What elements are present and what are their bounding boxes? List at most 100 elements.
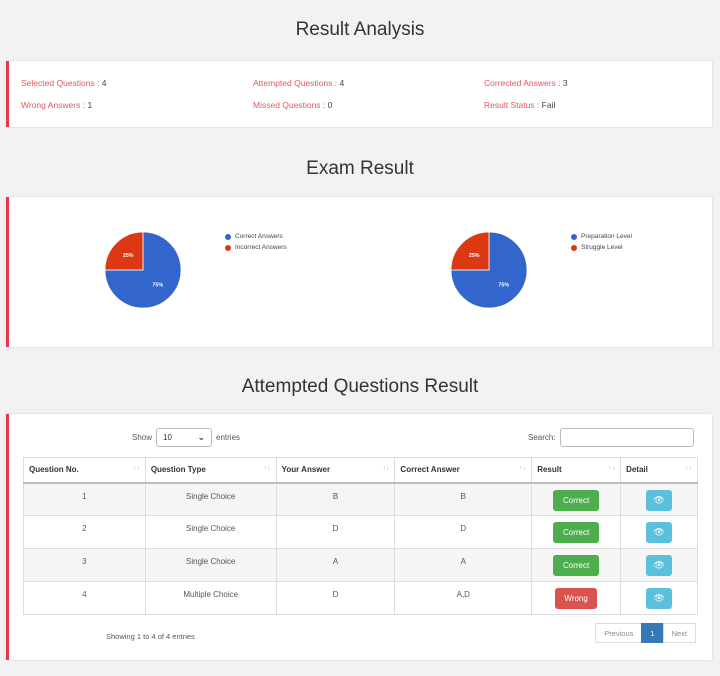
pagination: Previous 1 Next: [595, 623, 696, 643]
attempted-questions-card: Show 10 ⌄ entries Search: Question No. ↑↓…: [6, 414, 712, 660]
result-analysis-card: Selected Questions : 4 Attempted Questio…: [6, 61, 712, 127]
cell-result: Correct: [531, 515, 622, 549]
view-detail-button[interactable]: 👁: [646, 588, 673, 609]
result-correct-button[interactable]: Correct: [553, 555, 600, 576]
cell-detail: 👁: [620, 581, 698, 615]
table-header-row: Question No. ↑↓ Question Type ↑↓ Your Answ…: [23, 457, 698, 484]
stat-result-status: Result Status : Fail: [484, 100, 556, 110]
sort-icon: ↑↓: [519, 465, 527, 472]
cell-question-no: 2: [23, 515, 146, 549]
table-row: 3 Single Choice A A Correct 👁: [23, 548, 698, 582]
cell-your-answer: D: [275, 515, 396, 549]
search-label: Search:: [528, 433, 556, 442]
pie-chart-preparation: 75% 25%: [450, 231, 528, 309]
pagination-previous[interactable]: Previous: [595, 623, 643, 643]
cell-result: Correct: [531, 482, 622, 516]
chevron-down-icon: ⌄: [197, 432, 206, 442]
search-input[interactable]: [559, 428, 694, 447]
legend-dot: [571, 244, 577, 251]
stat-selected-questions: Selected Questions : 4: [21, 78, 107, 88]
pie-label-preparation-level: 75%: [498, 283, 509, 289]
cell-detail: 👁: [620, 482, 698, 516]
result-analysis-title: Result Analysis: [295, 19, 425, 40]
stat-wrong-answers: Wrong Answers : 1: [21, 100, 93, 110]
view-detail-button[interactable]: 👁: [646, 555, 673, 576]
cell-correct-answer: A: [394, 548, 533, 582]
view-detail-button[interactable]: 👁: [646, 522, 673, 543]
column-header-question-no[interactable]: Question No. ↑↓: [23, 457, 146, 484]
eye-icon: 👁: [653, 560, 665, 570]
cell-correct-answer: A,D: [394, 581, 533, 615]
cell-correct-answer: D: [394, 515, 533, 549]
legend-dot: [571, 233, 577, 240]
column-header-result[interactable]: Result ↑↓: [531, 457, 622, 484]
legend-answers: Correct Answers Incorrect Answers: [225, 231, 287, 253]
entries-control: Show 10 ⌄ entries: [132, 428, 240, 447]
legend-dot: [225, 233, 231, 240]
eye-icon: 👁: [653, 494, 665, 505]
pie-slice-incorrect-answers: [104, 231, 144, 271]
cell-your-answer: A: [275, 548, 396, 582]
cell-your-answer: D: [275, 581, 396, 615]
exam-result-card: 75% 25% Correct Answers Incorrect Answer…: [6, 197, 712, 347]
table-row: 1 Single Choice B B Correct 👁: [23, 482, 698, 516]
cell-correct-answer: B: [394, 482, 533, 516]
pie-slice-preparation-level: [450, 231, 528, 309]
view-detail-button[interactable]: 👁: [646, 489, 673, 511]
search-control: Search:: [528, 428, 694, 447]
cell-detail: 👁: [620, 548, 698, 582]
sort-icon: ↑↓: [685, 465, 692, 472]
pie-label-struggle-level: 25%: [469, 253, 480, 259]
cell-question-no: 1: [23, 482, 146, 516]
stat-attempted-questions: Attempted Questions : 4: [253, 78, 345, 88]
pie-label-incorrect-answers: 25%: [123, 253, 134, 259]
sort-icon: ↑↓: [132, 465, 140, 472]
cell-question-no: 4: [23, 581, 146, 615]
cell-question-no: 3: [23, 548, 146, 582]
exam-result-title: Exam Result: [306, 158, 414, 179]
result-correct-button[interactable]: Correct: [553, 489, 600, 511]
legend-item-correct-answers: Correct Answers: [225, 231, 287, 242]
attempted-questions-title: Attempted Questions Result: [241, 376, 479, 397]
pie-slice-struggle-level: [450, 231, 490, 271]
pagination-page-1[interactable]: 1: [641, 623, 664, 643]
column-header-correct-answer[interactable]: Correct Answer ↑↓: [394, 457, 533, 484]
column-header-detail[interactable]: Detail ↑↓: [620, 457, 698, 484]
legend-item-incorrect-answers: Incorrect Answers: [225, 242, 287, 253]
legend-preparation: Preparation Level Struggle Level: [571, 231, 632, 253]
stat-missed-questions: Missed Questions : 0: [253, 100, 333, 110]
cell-question-type: Multiple Choice: [144, 581, 277, 615]
show-label: Show: [132, 433, 153, 442]
results-table: Question No. ↑↓ Question Type ↑↓ Your Answ…: [23, 457, 698, 615]
cell-question-type: Single Choice: [144, 515, 277, 549]
legend-item-preparation-level: Preparation Level: [571, 231, 632, 242]
table-row: 4 Multiple Choice D A,D Wrong 👁: [23, 581, 698, 615]
result-correct-button[interactable]: Correct: [553, 522, 600, 543]
column-header-your-answer[interactable]: Your Answer ↑↓: [275, 457, 396, 484]
eye-icon: 👁: [653, 593, 665, 603]
cell-result: Correct: [531, 548, 622, 582]
table-info: Showing 1 to 4 of 4 entries: [106, 632, 195, 641]
stat-corrected-answers: Corrected Answers : 3: [484, 78, 568, 88]
legend-item-struggle-level: Struggle Level: [571, 242, 632, 253]
sort-icon: ↑↓: [263, 465, 271, 472]
pie-label-correct-answers: 75%: [152, 283, 163, 289]
result-wrong-button[interactable]: Wrong: [555, 588, 598, 609]
entries-label: entries: [216, 433, 241, 442]
eye-icon: 👁: [653, 527, 665, 537]
column-header-question-type[interactable]: Question Type ↑↓: [144, 457, 277, 484]
pie-slice-correct-answers: [104, 231, 182, 309]
table-row: 2 Single Choice D D Correct 👁: [23, 515, 698, 549]
cell-question-type: Single Choice: [144, 548, 277, 582]
pie-chart-answers: 75% 25%: [104, 231, 182, 309]
legend-dot: [225, 244, 231, 251]
entries-select-value: 10: [163, 433, 172, 442]
cell-question-type: Single Choice: [144, 482, 277, 516]
cell-detail: 👁: [620, 515, 698, 549]
entries-select[interactable]: 10 ⌄: [156, 428, 213, 447]
cell-result: Wrong: [531, 581, 622, 615]
sort-icon: ↑↓: [608, 465, 616, 472]
pagination-next[interactable]: Next: [662, 623, 696, 643]
sort-icon: ↑↓: [382, 465, 390, 472]
cell-your-answer: B: [275, 482, 396, 516]
